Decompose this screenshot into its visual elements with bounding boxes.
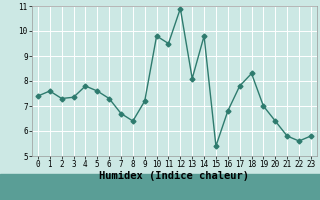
X-axis label: Humidex (Indice chaleur): Humidex (Indice chaleur)	[100, 171, 249, 181]
